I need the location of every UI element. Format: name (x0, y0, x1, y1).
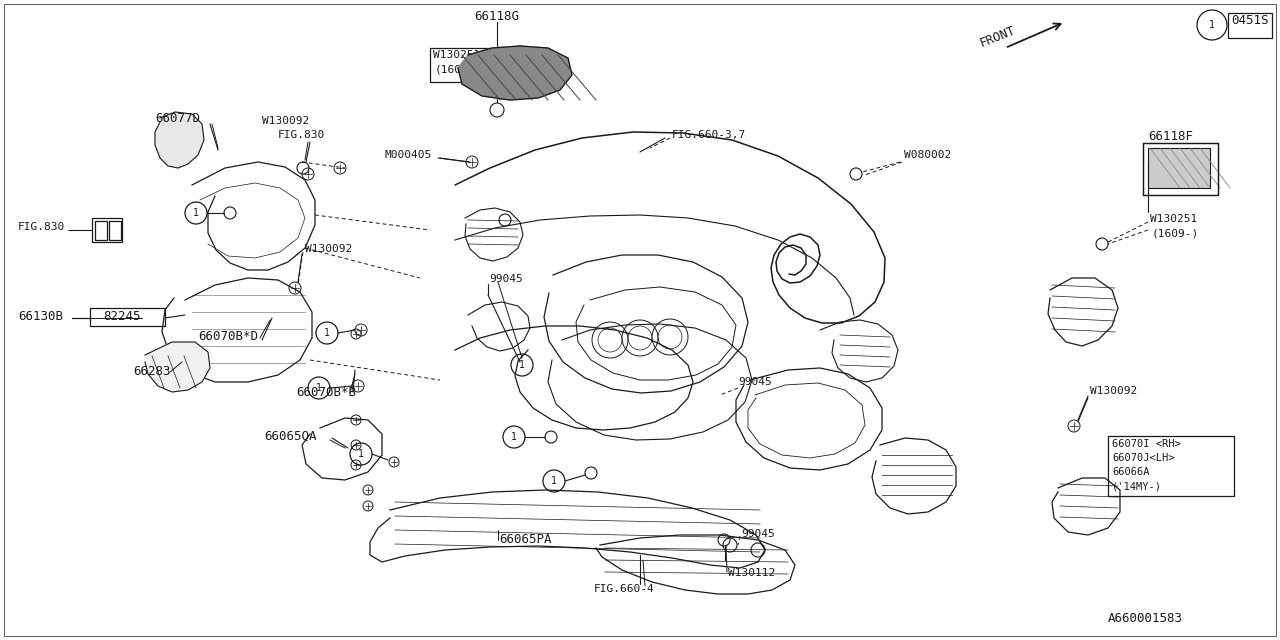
Text: 66065QA: 66065QA (264, 430, 316, 443)
Text: 99045: 99045 (489, 274, 522, 284)
Text: 66130B: 66130B (18, 310, 63, 323)
Polygon shape (1148, 148, 1210, 188)
Text: W130251: W130251 (1149, 214, 1197, 224)
Text: 99045: 99045 (739, 377, 772, 387)
Text: (1609-): (1609-) (1152, 228, 1199, 238)
Polygon shape (458, 46, 572, 100)
Polygon shape (145, 342, 210, 392)
Text: 82245: 82245 (102, 310, 141, 323)
Bar (1228, 13, 1272, 38)
Text: W080002: W080002 (904, 150, 951, 160)
Bar (1143, 143, 1219, 195)
Text: 1: 1 (316, 383, 323, 393)
Text: 1: 1 (324, 328, 330, 338)
Polygon shape (155, 112, 204, 168)
Text: 1: 1 (520, 360, 525, 370)
Text: 66118G: 66118G (475, 10, 520, 23)
Text: W130092: W130092 (1091, 386, 1137, 396)
Text: FIG.830: FIG.830 (278, 130, 325, 140)
Bar (1108, 436, 1234, 496)
Text: 66283: 66283 (133, 365, 170, 378)
Text: A660001583: A660001583 (1108, 612, 1183, 625)
Text: 66070J<LH>: 66070J<LH> (1112, 453, 1175, 463)
Text: 1: 1 (358, 449, 364, 459)
Text: W130092: W130092 (305, 244, 352, 254)
Text: 99045: 99045 (741, 529, 774, 539)
Text: (1609-): (1609-) (435, 64, 483, 74)
Text: 1: 1 (1210, 20, 1215, 30)
Text: FIG.830: FIG.830 (18, 222, 65, 232)
Text: 1: 1 (552, 476, 557, 486)
Text: 66065PA: 66065PA (499, 533, 552, 546)
Text: W130112: W130112 (728, 568, 776, 578)
Text: FIG.660-3,7: FIG.660-3,7 (672, 130, 746, 140)
Text: 1: 1 (193, 208, 198, 218)
Bar (109, 221, 122, 240)
Bar (95, 221, 108, 240)
Text: ('14MY-): ('14MY-) (1112, 481, 1162, 491)
Text: 0451S: 0451S (1231, 14, 1268, 27)
Text: 66066A: 66066A (1112, 467, 1149, 477)
Text: 66077D: 66077D (155, 112, 200, 125)
Bar (430, 48, 509, 82)
Bar (90, 308, 165, 326)
Bar (92, 218, 122, 242)
Text: 66118F: 66118F (1148, 130, 1193, 143)
Text: 1: 1 (511, 432, 517, 442)
Text: W130251: W130251 (433, 50, 480, 60)
Text: 66070B*B: 66070B*B (296, 386, 356, 399)
Text: FRONT: FRONT (978, 24, 1018, 50)
Text: W130092: W130092 (262, 116, 310, 126)
Text: FIG.660-4: FIG.660-4 (594, 584, 655, 594)
Text: 66070B*D: 66070B*D (198, 330, 259, 343)
Text: M000405: M000405 (384, 150, 431, 160)
Text: 66070I <RH>: 66070I <RH> (1112, 439, 1180, 449)
